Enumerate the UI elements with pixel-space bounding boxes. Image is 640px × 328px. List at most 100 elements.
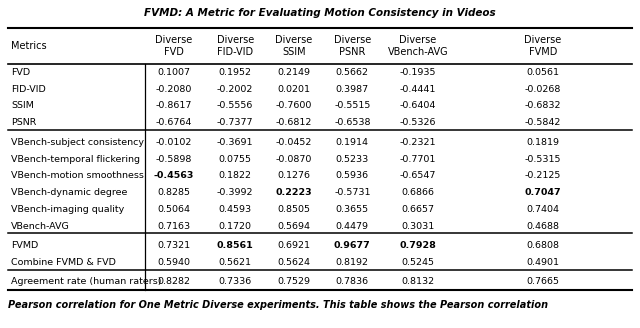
Text: -0.1935: -0.1935 [399,68,436,77]
Text: VBench-subject consistency: VBench-subject consistency [11,138,144,147]
Text: -0.0102: -0.0102 [156,138,191,147]
Text: 0.1952: 0.1952 [219,68,252,77]
Text: 0.7928: 0.7928 [399,241,436,250]
Text: 0.1914: 0.1914 [336,138,369,147]
Text: 0.5245: 0.5245 [401,258,435,267]
Text: 0.8285: 0.8285 [157,188,190,197]
Text: -0.4563: -0.4563 [153,171,194,180]
Text: 0.7529: 0.7529 [277,277,310,286]
Text: Pearson correlation for One Metric Diverse experiments. This table shows the Pea: Pearson correlation for One Metric Diver… [8,300,548,310]
Text: 0.6866: 0.6866 [401,188,435,197]
Text: -0.2080: -0.2080 [156,85,191,94]
Text: FVD: FVD [11,68,30,77]
Text: -0.2321: -0.2321 [399,138,436,147]
Text: Metrics: Metrics [11,41,47,51]
Text: 0.6921: 0.6921 [277,241,310,250]
Text: 0.1819: 0.1819 [526,138,559,147]
Text: -0.5898: -0.5898 [156,154,191,163]
Text: -0.0268: -0.0268 [525,85,561,94]
Text: -0.2125: -0.2125 [525,171,561,180]
Text: -0.7701: -0.7701 [400,154,436,163]
Text: VBench-imaging quality: VBench-imaging quality [11,205,124,214]
Text: 0.5940: 0.5940 [157,258,190,267]
Text: 0.2223: 0.2223 [275,188,312,197]
Text: 0.7404: 0.7404 [526,205,559,214]
Text: FVMD: FVMD [11,241,38,250]
Text: 0.0201: 0.0201 [277,85,310,94]
Text: Combine FVMD & FVD: Combine FVMD & FVD [11,258,116,267]
Text: 0.5694: 0.5694 [277,222,310,231]
Text: 0.0561: 0.0561 [526,68,559,77]
Text: 0.5624: 0.5624 [277,258,310,267]
Text: 0.7336: 0.7336 [219,277,252,286]
Text: 0.5936: 0.5936 [336,171,369,180]
Text: Agreement rate (human raters): Agreement rate (human raters) [11,277,161,286]
Text: 0.6657: 0.6657 [401,205,435,214]
Text: Diverse
FVMD: Diverse FVMD [524,35,561,57]
Text: Diverse
FID-VID: Diverse FID-VID [216,35,254,57]
Text: 0.4593: 0.4593 [219,205,252,214]
Text: FVMD: A Metric for Evaluating Motion Consistency in Videos: FVMD: A Metric for Evaluating Motion Con… [144,8,496,18]
Text: 0.7836: 0.7836 [336,277,369,286]
Text: -0.6832: -0.6832 [524,101,561,111]
Text: 0.4688: 0.4688 [526,222,559,231]
Text: -0.2002: -0.2002 [217,85,253,94]
Text: -0.6538: -0.6538 [334,118,371,127]
Text: 0.8561: 0.8561 [217,241,253,250]
Text: Diverse
PSNR: Diverse PSNR [333,35,371,57]
Text: -0.8617: -0.8617 [156,101,191,111]
Text: 0.4479: 0.4479 [336,222,369,231]
Text: VBench-dynamic degree: VBench-dynamic degree [11,188,127,197]
Text: 0.7665: 0.7665 [526,277,559,286]
Text: 0.8132: 0.8132 [401,277,435,286]
Text: 0.9677: 0.9677 [334,241,371,250]
Text: 0.5233: 0.5233 [336,154,369,163]
Text: 0.8192: 0.8192 [336,258,369,267]
Text: SSIM: SSIM [11,101,34,111]
Text: 0.5621: 0.5621 [219,258,252,267]
Text: 0.1007: 0.1007 [157,68,190,77]
Text: -0.6547: -0.6547 [400,171,436,180]
Text: VBench-motion smoothness: VBench-motion smoothness [11,171,144,180]
Text: -0.0452: -0.0452 [276,138,312,147]
Text: 0.7047: 0.7047 [524,188,561,197]
Text: 0.1822: 0.1822 [219,171,252,180]
Text: 0.6808: 0.6808 [526,241,559,250]
Text: 0.3031: 0.3031 [401,222,435,231]
Text: -0.4441: -0.4441 [400,85,436,94]
Text: -0.5731: -0.5731 [334,188,371,197]
Text: 0.4901: 0.4901 [526,258,559,267]
Text: -0.3992: -0.3992 [217,188,253,197]
Text: 0.5662: 0.5662 [336,68,369,77]
Text: VBench-temporal flickering: VBench-temporal flickering [11,154,140,163]
Text: -0.7600: -0.7600 [276,101,312,111]
Text: VBench-AVG: VBench-AVG [11,222,70,231]
Text: -0.6404: -0.6404 [400,101,436,111]
Text: -0.7377: -0.7377 [217,118,253,127]
Text: -0.5556: -0.5556 [217,101,253,111]
Text: FID-VID: FID-VID [11,85,45,94]
Text: -0.5515: -0.5515 [334,101,371,111]
Text: Diverse
SSIM: Diverse SSIM [275,35,312,57]
Text: -0.5842: -0.5842 [525,118,561,127]
Text: 0.8505: 0.8505 [277,205,310,214]
Text: Diverse
FVD: Diverse FVD [155,35,192,57]
Text: 0.1276: 0.1276 [277,171,310,180]
Text: 0.1720: 0.1720 [219,222,252,231]
Text: -0.5315: -0.5315 [524,154,561,163]
Text: 0.3655: 0.3655 [336,205,369,214]
Text: 0.3987: 0.3987 [336,85,369,94]
Text: 0.7321: 0.7321 [157,241,190,250]
Text: -0.5326: -0.5326 [399,118,436,127]
Text: 0.7163: 0.7163 [157,222,190,231]
Text: -0.6764: -0.6764 [156,118,191,127]
Text: 0.5064: 0.5064 [157,205,190,214]
Text: 0.0755: 0.0755 [219,154,252,163]
Text: -0.6812: -0.6812 [276,118,312,127]
Text: 0.2149: 0.2149 [277,68,310,77]
Text: Diverse
VBench-AVG: Diverse VBench-AVG [388,35,448,57]
Text: 0.8282: 0.8282 [157,277,190,286]
Text: -0.0870: -0.0870 [276,154,312,163]
Text: -0.3691: -0.3691 [217,138,253,147]
Text: PSNR: PSNR [11,118,36,127]
